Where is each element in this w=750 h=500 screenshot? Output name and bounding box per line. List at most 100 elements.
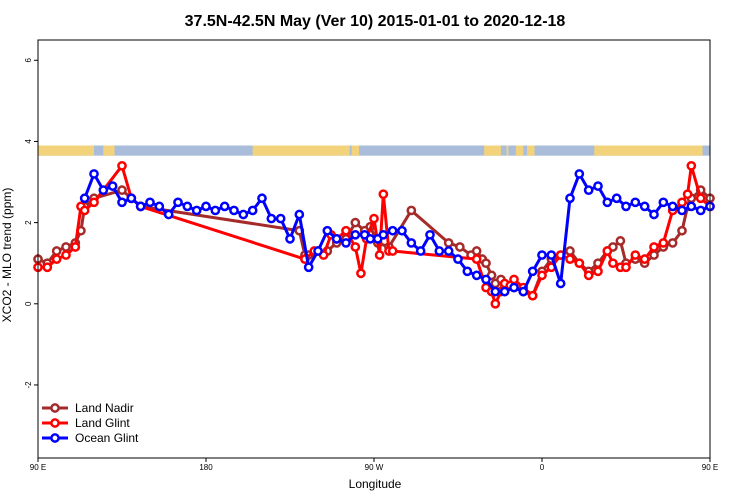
data-point — [303, 262, 314, 273]
data-point — [658, 197, 669, 208]
data-point — [658, 238, 669, 248]
data-point — [621, 262, 631, 273]
data-point — [238, 209, 249, 220]
data-point — [583, 270, 594, 281]
strip-land — [506, 145, 509, 156]
data-point — [499, 286, 510, 297]
chart-title: 37.5N-42.5N May (Ver 10) 2015-01-01 to 2… — [185, 13, 566, 30]
data-point — [455, 242, 465, 252]
data-point — [574, 169, 585, 179]
data-point — [350, 242, 361, 252]
data-point — [611, 193, 622, 204]
data-point — [89, 197, 99, 208]
x-axis-label: Longitude — [349, 477, 402, 491]
data-point — [387, 246, 398, 256]
strip-land — [515, 145, 524, 156]
strip-land — [527, 145, 535, 156]
data-point — [527, 266, 538, 277]
data-point — [257, 193, 267, 204]
data-point — [462, 266, 473, 277]
series-ocean-glint — [79, 169, 715, 297]
data-point — [677, 205, 687, 216]
y-tick-label: 0 — [24, 301, 33, 306]
data-point — [70, 242, 81, 252]
data-point — [602, 246, 613, 256]
x-tick-label: 90 W — [365, 463, 384, 472]
data-point — [649, 242, 659, 252]
data-point — [89, 169, 99, 179]
data-point — [574, 258, 585, 269]
data-point — [350, 217, 361, 228]
data-point — [546, 250, 557, 260]
data-point — [630, 250, 641, 260]
data-point — [667, 238, 678, 248]
data-point — [649, 209, 659, 220]
data-point — [509, 282, 519, 293]
data-point — [695, 193, 706, 204]
data-point — [583, 185, 594, 196]
data-point — [61, 242, 71, 252]
data-point — [275, 213, 286, 224]
data-point — [443, 246, 454, 256]
data-point — [182, 201, 193, 212]
y-tick-label: -2 — [24, 381, 33, 389]
data-point — [481, 274, 491, 285]
data-point — [266, 213, 277, 224]
data-point — [201, 201, 211, 212]
data-point — [677, 197, 687, 208]
data-point — [135, 201, 146, 212]
data-point — [695, 205, 706, 216]
data-point — [667, 201, 678, 212]
x-tick-label: 90 E — [30, 463, 46, 472]
data-point — [350, 229, 361, 240]
data-point — [453, 254, 463, 264]
data-point — [630, 197, 641, 208]
data-point — [621, 201, 631, 212]
data-point — [117, 197, 127, 208]
data-point — [406, 238, 417, 248]
data-point — [481, 258, 491, 269]
legend-label: Land Nadir — [75, 401, 134, 415]
y-tick-label: 6 — [24, 58, 33, 63]
data-point — [79, 193, 90, 204]
data-point — [247, 205, 258, 216]
data-point — [602, 197, 613, 208]
legend-item-land-glint: Land Glint — [42, 416, 130, 430]
data-point — [615, 236, 626, 246]
data-point — [79, 205, 90, 216]
data-point — [608, 258, 618, 269]
data-point — [639, 201, 650, 212]
data-point — [537, 250, 547, 260]
data-point — [565, 193, 575, 204]
data-point — [686, 201, 697, 212]
data-point — [191, 205, 202, 216]
data-point — [51, 254, 62, 264]
legend-label: Land Glint — [75, 416, 130, 430]
data-point — [98, 185, 109, 196]
data-point — [365, 234, 376, 244]
data-point — [639, 254, 650, 264]
data-point — [565, 246, 575, 256]
x-tick-label: 0 — [540, 463, 545, 472]
y-axis: -2 0 2 4 6 — [24, 58, 38, 389]
data-point — [356, 268, 366, 279]
data-point — [434, 246, 445, 256]
data-point — [686, 160, 697, 171]
data-point — [593, 266, 603, 277]
data-point — [537, 270, 547, 281]
strip-land — [594, 145, 703, 156]
data-point — [509, 274, 519, 285]
data-point — [471, 270, 482, 281]
strip-ocean — [38, 145, 710, 156]
data-point — [341, 238, 351, 248]
y-axis-label: XCO2 - MLO trend (ppm) — [0, 188, 14, 323]
data-point — [677, 225, 687, 236]
legend-item-land-nadir: Land Nadir — [42, 401, 134, 415]
data-point — [117, 160, 127, 171]
data-point — [406, 205, 417, 216]
y-tick-label: 2 — [24, 220, 33, 225]
data-point — [285, 234, 295, 244]
series-layer — [33, 160, 715, 309]
data-point — [173, 197, 183, 208]
